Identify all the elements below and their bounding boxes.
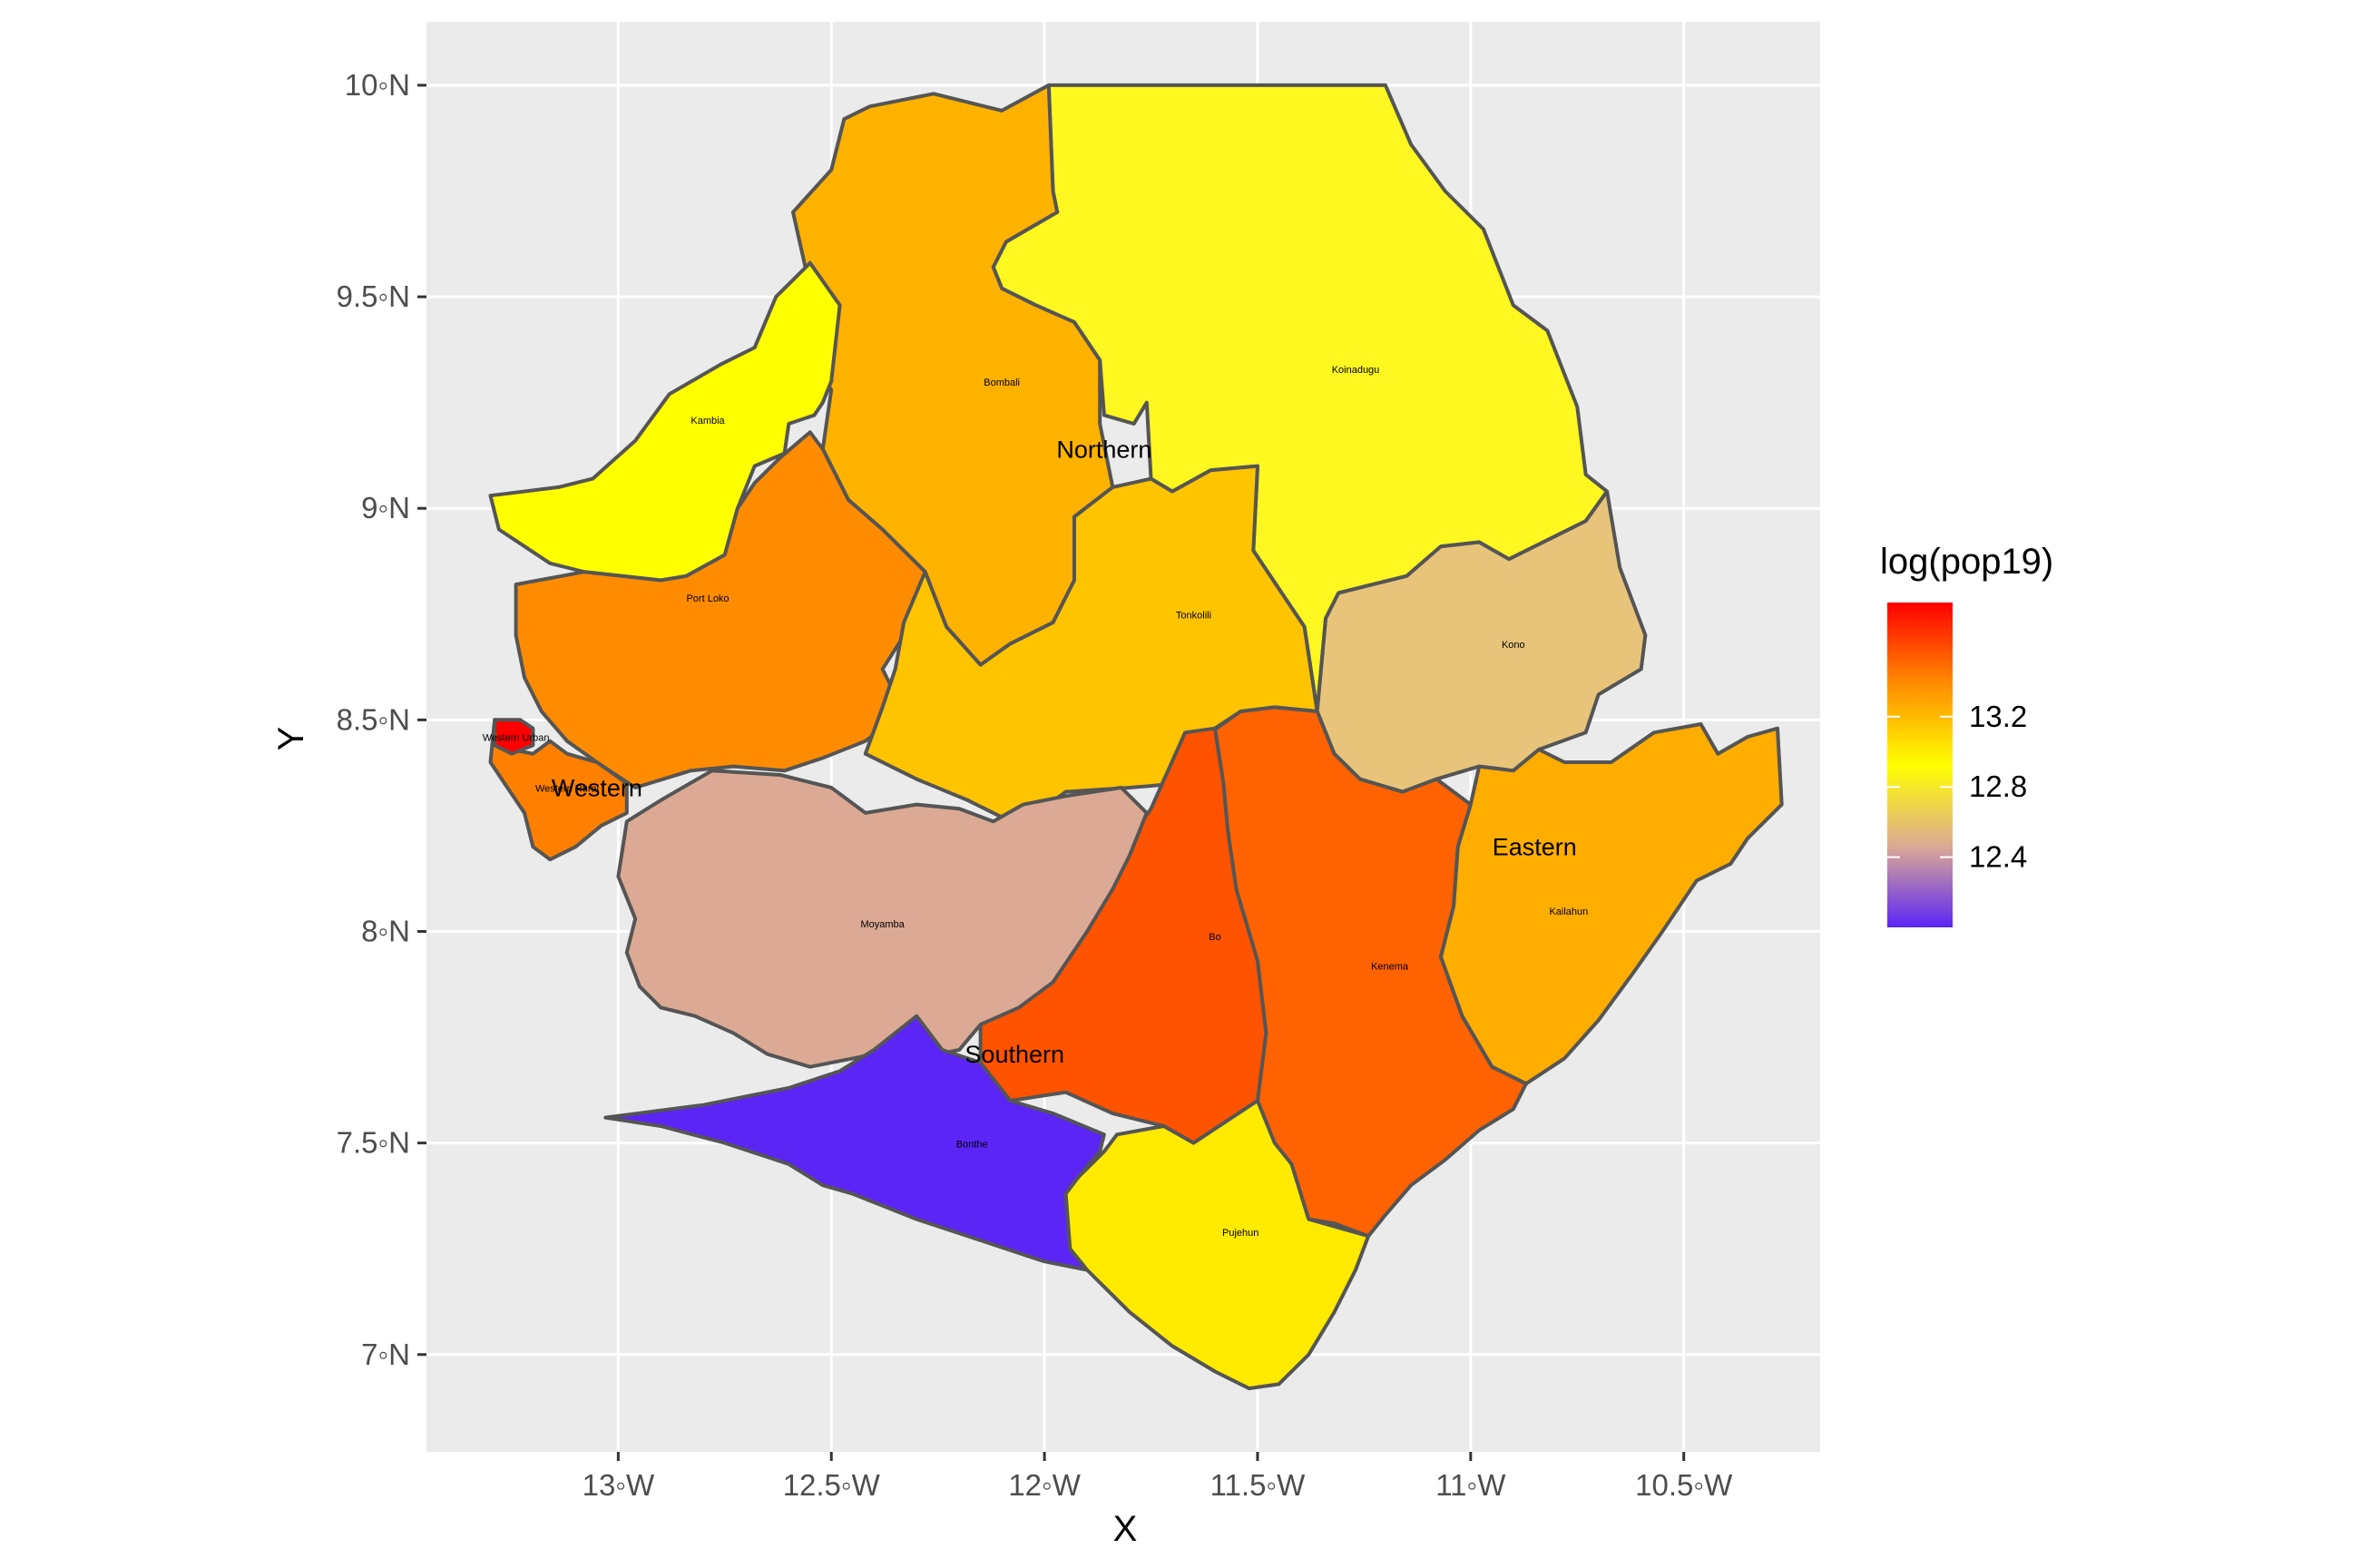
legend-tick-label: 12.4 — [1969, 840, 2027, 874]
district-polygons — [488, 83, 1784, 1391]
legend-ticks: 12.4 12.8 13.2 — [1887, 700, 2027, 874]
y-axis: 7◦N 7.5◦N 8◦N 8.5◦N 9◦N 9.5◦N 10◦N — [337, 68, 426, 1371]
district-label-moyamba: Moyamba — [860, 919, 905, 930]
province-labels: Northern Western Southern Eastern — [552, 436, 1577, 1068]
legend-title: log(pop19) — [1880, 542, 2053, 582]
province-label-southern: Southern — [965, 1041, 1064, 1068]
district-pujehun — [1063, 1099, 1371, 1391]
y-tick-label: 9.5◦N — [337, 279, 410, 313]
x-tick-label: 11.5◦W — [1210, 1468, 1306, 1502]
district-label-kono: Kono — [1502, 640, 1525, 651]
district-label-bonthe: Bonthe — [956, 1139, 988, 1150]
district-label-western-rural: Western Rural — [535, 784, 599, 795]
x-tick-label: 12◦W — [1008, 1468, 1081, 1502]
y-tick-label: 8◦N — [361, 914, 410, 947]
x-axis-title: X — [1113, 1509, 1138, 1549]
y-tick-label: 9◦N — [361, 491, 410, 524]
district-label-kenema: Kenema — [1371, 961, 1409, 972]
x-tick-label: 10.5◦W — [1635, 1468, 1733, 1502]
district-label-port-loko: Port Loko — [686, 593, 729, 604]
district-moyamba — [616, 769, 1149, 1069]
x-tick-label: 11◦W — [1435, 1468, 1506, 1502]
district-label-pujehun: Pujehun — [1222, 1228, 1258, 1239]
legend: log(pop19) 12.4 12.8 13.2 — [1880, 542, 2053, 927]
district-label-koinadugu: Koinadugu — [1332, 365, 1380, 376]
legend-tick-label: 13.2 — [1969, 700, 2027, 733]
district-label-kailahun: Kailahun — [1549, 906, 1588, 917]
district-label-western-urban: Western Urban — [483, 733, 550, 744]
x-axis: 13◦W 12.5◦W 12◦W 11.5◦W 11◦W 10.5◦W — [583, 1452, 1733, 1502]
district-western-rural — [488, 718, 629, 862]
legend-colorbar — [1887, 603, 1953, 927]
y-tick-label: 7.5◦N — [337, 1126, 410, 1160]
legend-tick-label: 12.8 — [1969, 769, 2027, 803]
province-label-western: Western — [552, 774, 642, 801]
x-tick-label: 13◦W — [583, 1468, 655, 1502]
province-label-northern: Northern — [1056, 436, 1151, 463]
province-label-eastern: Eastern — [1493, 834, 1577, 861]
district-labels: Koinadugu Bombali Kambia Port Loko Tonkolili… — [483, 365, 1589, 1239]
district-label-bombali: Bombali — [984, 377, 1020, 388]
y-tick-label: 8.5◦N — [337, 702, 410, 736]
district-western-urban — [493, 718, 535, 756]
district-label-kambia: Kambia — [690, 416, 725, 426]
x-tick-label: 12.5◦W — [783, 1468, 881, 1502]
district-port-loko — [514, 430, 927, 789]
district-label-bo: Bo — [1209, 932, 1220, 943]
y-tick-label: 7◦N — [361, 1338, 410, 1371]
district-label-tonkolili: Tonkolili — [1176, 610, 1211, 621]
y-axis-title: Y — [271, 727, 311, 751]
y-tick-label: 10◦N — [345, 68, 410, 102]
